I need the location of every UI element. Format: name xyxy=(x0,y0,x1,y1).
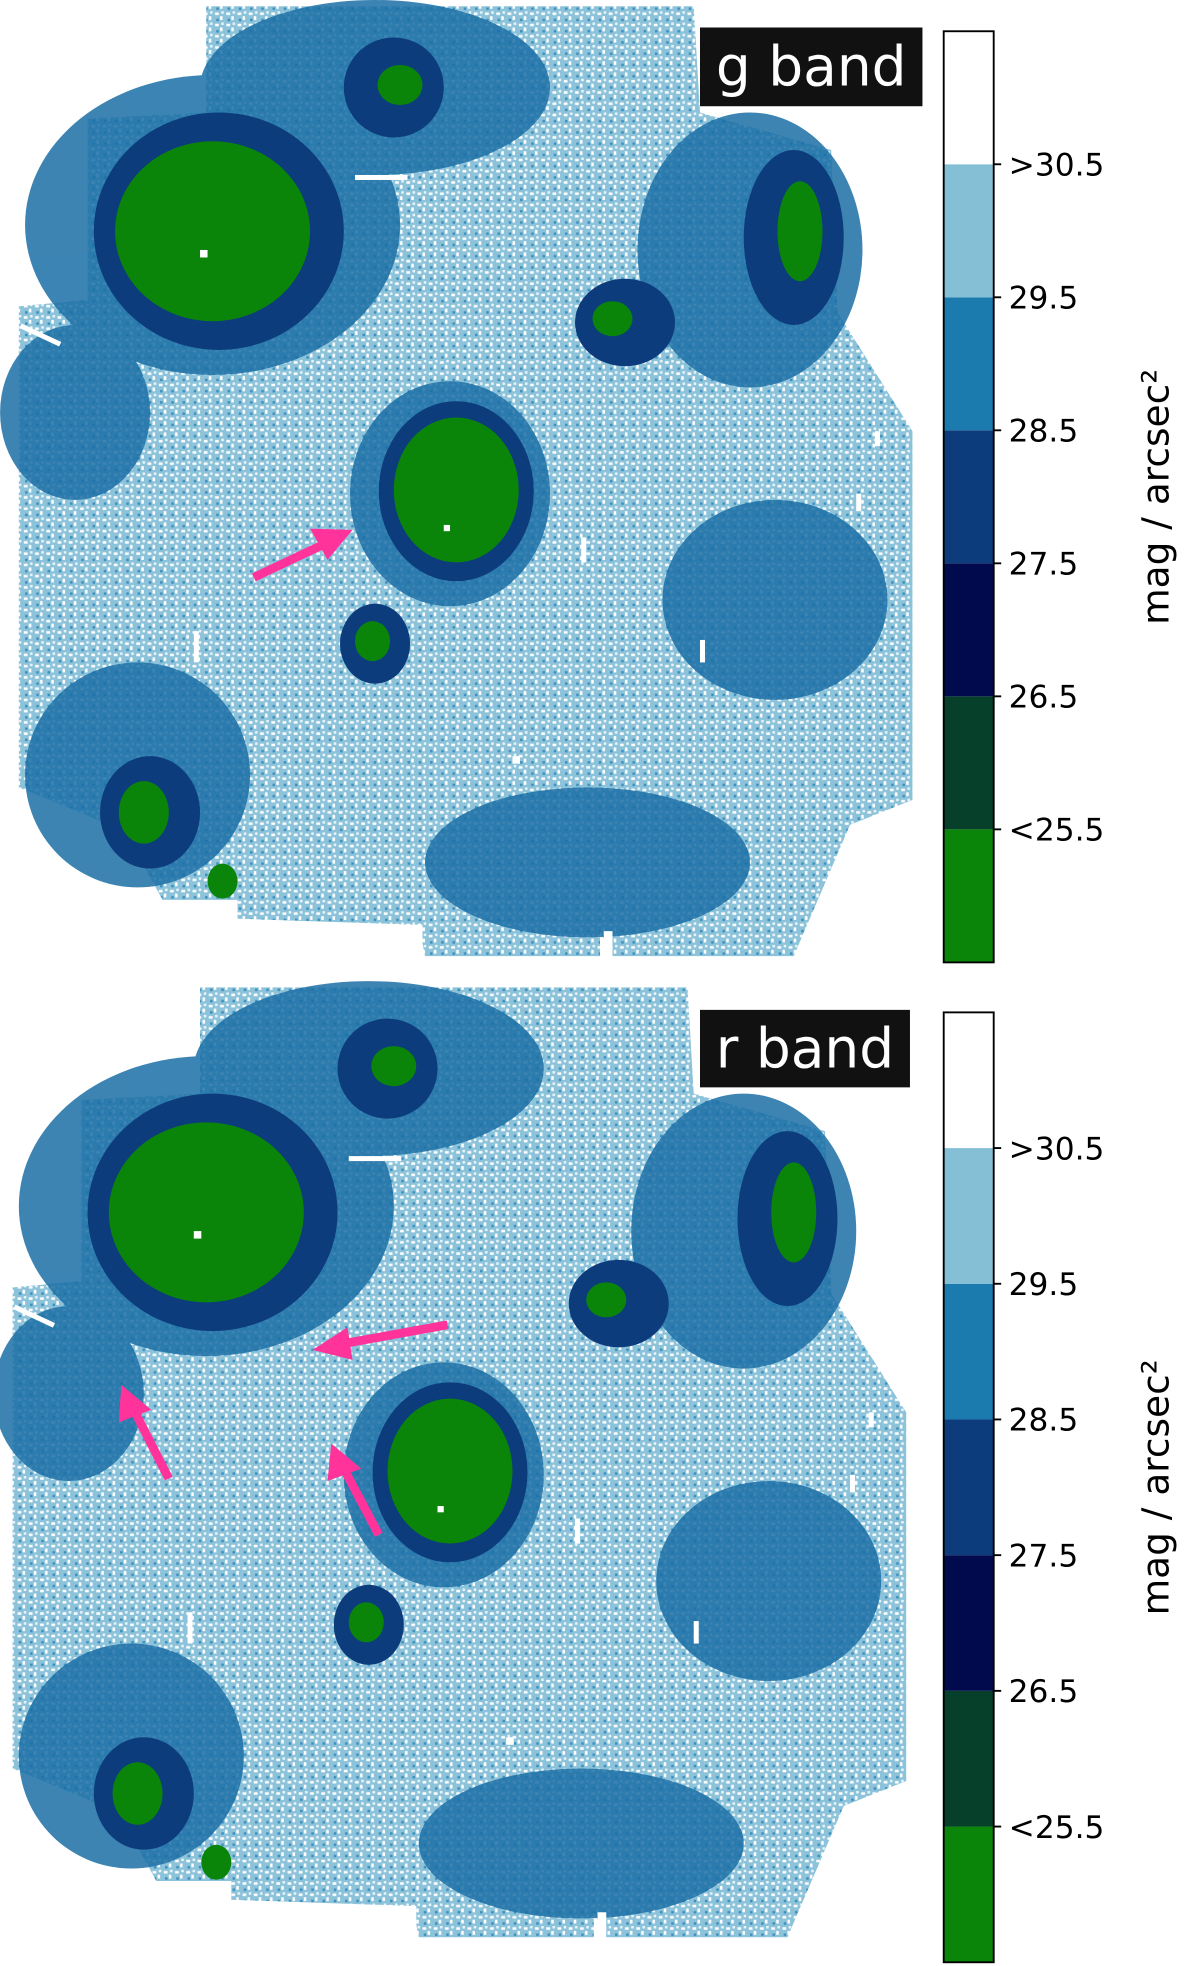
colorbar-segment xyxy=(943,297,994,431)
colorbar-tick-label: 29.5 xyxy=(1009,281,1079,317)
colorbar-segment xyxy=(943,31,994,165)
colorbar-tick-label: 29.5 xyxy=(1009,1267,1079,1303)
colorbar-segment xyxy=(943,829,994,963)
surface-brightness-map xyxy=(0,981,907,1939)
colorbar-label: mag / arcsec² xyxy=(1134,1359,1178,1615)
colorbar-tick-label: 26.5 xyxy=(1009,1674,1079,1710)
colorbar-tick-label: >30.5 xyxy=(1009,1131,1105,1167)
surface-brightness-map xyxy=(0,0,913,958)
colorbar-segment xyxy=(943,1148,994,1284)
colorbar-segment xyxy=(943,1283,994,1420)
panel-title: g band xyxy=(716,35,907,99)
colorbar-segment xyxy=(943,563,994,697)
colorbar-frame xyxy=(942,30,995,964)
colorbar-segment xyxy=(943,1555,994,1691)
colorbar-segment xyxy=(943,696,994,830)
colorbar-tick-label: >30.5 xyxy=(1009,148,1105,184)
colorbar-segment xyxy=(943,1826,994,1963)
colorbar-tick-label: 28.5 xyxy=(1009,1403,1079,1439)
colorbar-tick-label: <25.5 xyxy=(1009,1810,1105,1846)
arrows xyxy=(118,528,449,1537)
colorbar-tick-label: 28.5 xyxy=(1009,414,1079,450)
colorbar-segment xyxy=(943,430,994,564)
colorbar-label: mag / arcsec² xyxy=(1134,369,1178,625)
colorbar-tick-label: <25.5 xyxy=(1009,813,1105,849)
colorbar-segment xyxy=(943,164,994,298)
colorbar-segment xyxy=(943,1012,994,1149)
colorbar-segment xyxy=(943,1419,994,1556)
colorbar-tick-label: 26.5 xyxy=(1009,680,1079,716)
colorbar-tick-label: 27.5 xyxy=(1009,1538,1079,1574)
colorbar-segment xyxy=(943,1690,994,1827)
colorbar-frame xyxy=(942,1011,995,1964)
colorbar-tick-label: 27.5 xyxy=(1009,547,1079,583)
title-box xyxy=(699,27,923,107)
panel-title: r band xyxy=(716,1016,894,1080)
title-box xyxy=(699,1009,910,1088)
